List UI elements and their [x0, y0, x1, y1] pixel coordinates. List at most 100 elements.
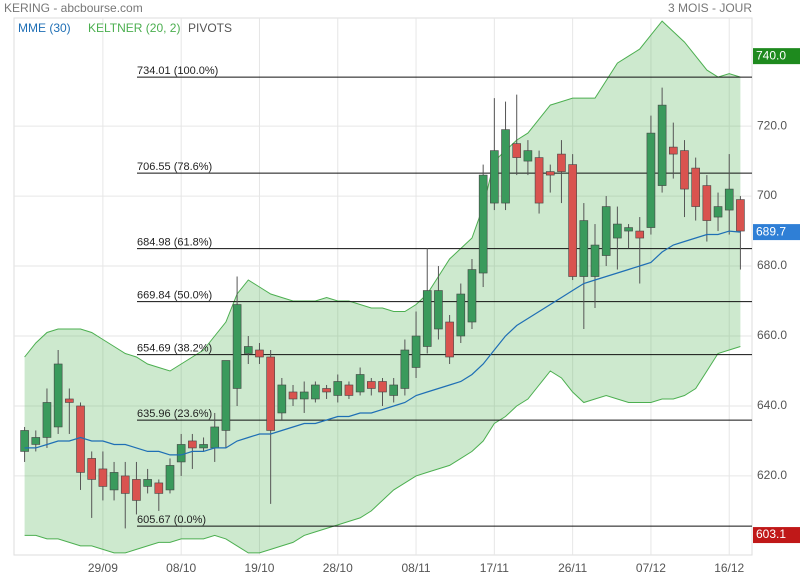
candle-body [120, 475, 130, 494]
candle-body [199, 444, 208, 449]
candle-body [456, 293, 466, 337]
candle-body [31, 437, 41, 445]
mme-line [24, 230, 741, 456]
candle-body [132, 479, 141, 501]
plot-frame [13, 17, 753, 556]
chart-title: KERING - abcbourse.com [4, 1, 143, 15]
pivot-label: 706.55 (78.6%) [137, 161, 212, 173]
price-tag [753, 224, 800, 241]
candle-body [512, 143, 522, 158]
candle-body [590, 244, 600, 277]
keltner-fill [24, 21, 741, 553]
x-tick-label: 29/09 [88, 561, 118, 575]
y-tick-label: 660.0 [757, 328, 787, 342]
pivot-label: 635.96 (23.6%) [137, 408, 212, 420]
candle-body [545, 171, 555, 176]
candle-body [657, 104, 667, 186]
y-tick-label: 720.0 [757, 118, 787, 132]
keltner-lower [24, 346, 741, 554]
legend-entry: PIVOTS [188, 21, 232, 35]
candle-body [624, 227, 633, 232]
candle-body [98, 468, 108, 487]
candle-body [635, 230, 645, 239]
price-tag-label: 740.0 [756, 48, 786, 62]
candle-body [557, 153, 566, 172]
candle-body [232, 304, 242, 389]
candle-body [176, 444, 186, 463]
y-tick-label: 620.0 [757, 468, 787, 482]
x-tick-label: 08/10 [166, 561, 196, 575]
price-tag-label: 603.1 [756, 527, 786, 541]
candle-body [478, 174, 488, 274]
candle-body [76, 405, 85, 473]
candle-body [277, 384, 287, 414]
candle-body [724, 188, 734, 211]
candle-body [42, 402, 52, 438]
x-tick-label: 28/10 [323, 561, 353, 575]
candle-body [691, 167, 700, 207]
candle-body [299, 391, 309, 400]
x-tick-label: 26/11 [558, 561, 587, 575]
candle-body [445, 321, 454, 358]
candle-body [668, 146, 678, 155]
candle-body [188, 440, 197, 449]
candle-body [243, 346, 253, 354]
candle-body [255, 349, 264, 358]
candle-body [501, 129, 510, 204]
candle-body [87, 458, 96, 480]
candle-body [713, 206, 723, 218]
candle-body [601, 206, 611, 256]
x-tick-label: 17/11 [480, 561, 509, 575]
candle-body [53, 363, 63, 428]
candle-body [109, 472, 119, 491]
candle-body [165, 465, 175, 491]
candle-body [266, 356, 275, 431]
candle-body [680, 150, 689, 190]
candle-body [288, 391, 298, 400]
x-tick-label: 16/12 [714, 561, 744, 575]
pivot-label: 669.84 (50.0%) [137, 289, 212, 301]
candle-body [467, 269, 477, 323]
candle-body [311, 384, 320, 400]
pivot-label: 654.69 (38.2%) [137, 342, 212, 354]
candle-body [20, 430, 29, 452]
candle-body [344, 384, 354, 396]
price-tag [753, 48, 800, 65]
candle-body [333, 381, 343, 396]
candle-body [65, 398, 74, 403]
candle-body [422, 290, 432, 347]
candle-body [210, 426, 220, 449]
candle-body [523, 150, 533, 162]
candle-body [154, 482, 164, 494]
candle-body [322, 388, 331, 393]
y-tick-label: 640.0 [757, 398, 787, 412]
chart-subtitle: 3 MOIS - JOUR [668, 1, 752, 15]
x-tick-label: 19/10 [244, 561, 274, 575]
y-tick-label: 700 [757, 188, 777, 202]
candle-body [378, 381, 387, 393]
x-tick-label: 08/11 [401, 561, 430, 575]
x-tick-label: 07/12 [636, 561, 666, 575]
legend-entry: KELTNER (20, 2) [88, 21, 180, 35]
keltner-upper [24, 20, 741, 372]
candle-body [613, 223, 622, 239]
candle-body [434, 290, 443, 330]
candle-body [534, 157, 544, 204]
pivot-label: 734.01 (100.0%) [137, 65, 218, 77]
candle-body [736, 199, 745, 232]
pivot-label: 684.98 (61.8%) [137, 237, 212, 249]
price-tag [753, 527, 800, 544]
candle-body [702, 185, 712, 221]
candle-body [221, 360, 231, 431]
candle-body [579, 220, 589, 277]
y-tick-label: 680.0 [757, 258, 787, 272]
candle-body [490, 150, 499, 204]
candle-body [143, 479, 152, 487]
candle-body [568, 164, 577, 277]
candle-body [389, 384, 398, 396]
candle-body [367, 381, 376, 389]
candle-body [411, 335, 421, 368]
price-tag-label: 689.7 [756, 224, 786, 238]
candle-body [400, 349, 410, 389]
